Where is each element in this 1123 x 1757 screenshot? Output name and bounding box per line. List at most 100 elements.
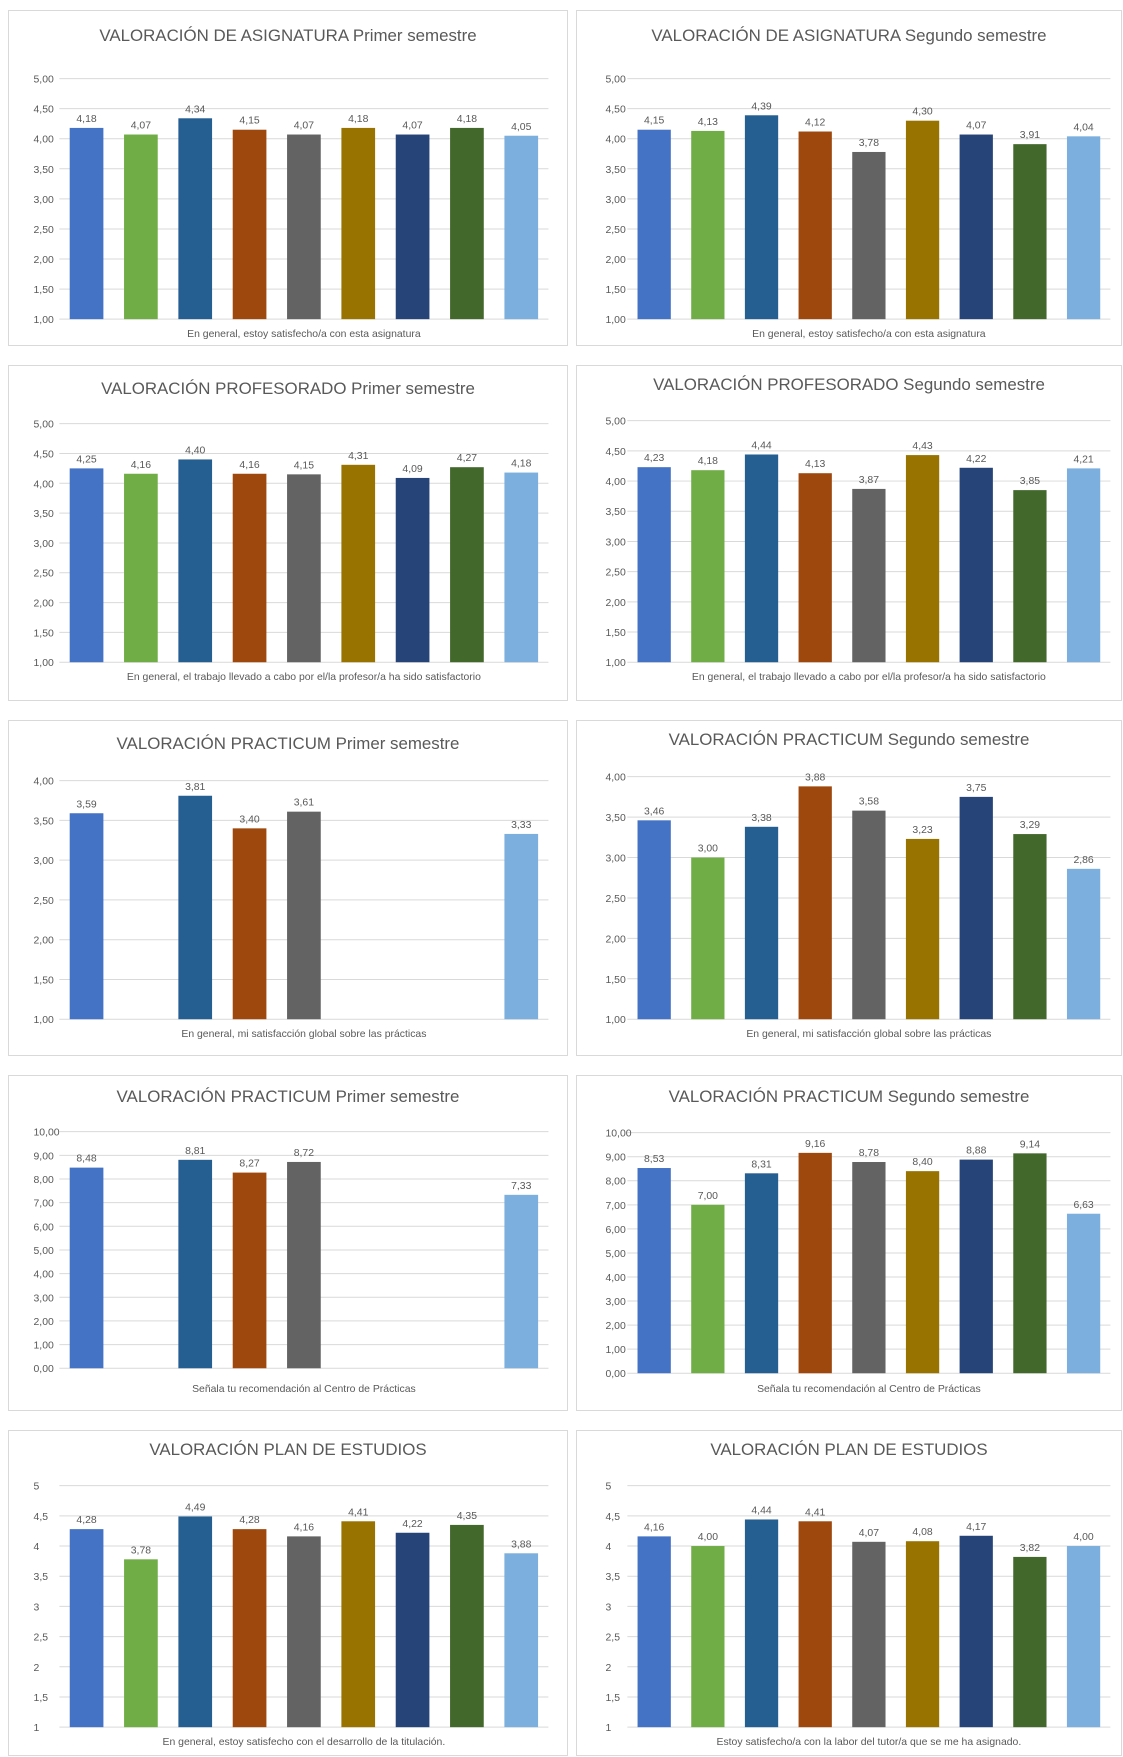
bar-6 xyxy=(905,1171,940,1374)
chart-panel-6: VALORACIÓN PRACTICUM Segundo semestre 1,0… xyxy=(576,720,1122,1056)
data-label: 4,28 xyxy=(76,1515,96,1526)
data-label: 4,16 xyxy=(239,460,259,471)
bar-8 xyxy=(450,1524,484,1728)
y-tick-label: 5 xyxy=(34,1482,40,1493)
y-tick-label: 5,00 xyxy=(34,1246,54,1257)
bar-2 xyxy=(691,1546,725,1728)
bar-5 xyxy=(287,1161,321,1369)
data-label: 3,59 xyxy=(76,799,96,810)
y-tick-label: 4,50 xyxy=(605,105,625,116)
data-label: 8,31 xyxy=(751,1159,771,1170)
bar-4 xyxy=(798,786,832,1020)
bar-4 xyxy=(798,131,832,320)
data-label: 3,61 xyxy=(294,798,314,809)
x-axis-label: Señala tu recomendación al Centro de Prá… xyxy=(192,1384,416,1395)
y-tick-label: 2,00 xyxy=(605,255,625,266)
x-axis-label: Estoy satisfecho/a con la labor del tuto… xyxy=(717,1737,1022,1748)
data-label: 4,22 xyxy=(402,1519,422,1530)
bar-9 xyxy=(504,833,539,1020)
y-tick-label: 1,50 xyxy=(605,975,625,986)
data-label: 4,08 xyxy=(912,1527,932,1538)
y-tick-label: 3,00 xyxy=(34,539,54,550)
data-label: 4,43 xyxy=(912,441,932,452)
y-tick-label: 2,00 xyxy=(34,1317,54,1328)
data-label: 3,75 xyxy=(966,783,986,794)
y-tick-label: 2 xyxy=(34,1663,40,1674)
y-tick-label: 3,50 xyxy=(605,165,625,176)
bar-2 xyxy=(691,857,725,1020)
y-tick-label: 2,50 xyxy=(34,225,54,236)
data-label: 4,18 xyxy=(511,459,531,470)
chart-panel-4: VALORACIÓN PROFESORADO Segundo semestre 1… xyxy=(576,365,1122,701)
data-label: 2,86 xyxy=(1073,855,1093,866)
data-label: 4,31 xyxy=(348,451,368,462)
y-tick-label: 3,5 xyxy=(34,1572,49,1583)
y-tick-label: 4,5 xyxy=(606,1512,621,1523)
y-tick-label: 1,50 xyxy=(34,285,54,296)
data-label: 3,91 xyxy=(1020,130,1040,141)
bar-5 xyxy=(287,1536,321,1728)
data-label: 4,18 xyxy=(698,456,718,467)
y-tick-label: 4 xyxy=(34,1542,40,1553)
data-label: 3,00 xyxy=(698,844,718,855)
data-label: 4,28 xyxy=(239,1515,259,1526)
y-tick-label: 1,50 xyxy=(34,975,54,986)
chart-panel-10: VALORACIÓN PLAN DE ESTUDIOS 1 1,5 2 2,5 3 3,5 4… xyxy=(576,1430,1122,1756)
y-tick-label: 6,00 xyxy=(34,1222,54,1233)
y-tick-label: 7,00 xyxy=(34,1199,54,1210)
chart-panel-3: VALORACIÓN PROFESORADO Primer semestre 1,… xyxy=(8,365,568,701)
data-label: 4,07 xyxy=(402,121,422,132)
chart-svg: VALORACIÓN PROFESORADO Segundo semestre 1… xyxy=(605,375,1111,683)
y-tick-label: 1 xyxy=(606,1723,612,1734)
bar-2 xyxy=(691,1204,725,1374)
bar-8 xyxy=(450,467,484,663)
y-tick-label: 2,50 xyxy=(34,896,54,907)
bar-6 xyxy=(341,1521,376,1728)
y-tick-label: 10,00 xyxy=(605,1129,631,1140)
y-tick-label: 4,00 xyxy=(605,477,625,488)
bar-2 xyxy=(124,473,158,663)
chart-title: VALORACIÓN PLAN DE ESTUDIOS xyxy=(710,1440,987,1459)
bar-9 xyxy=(504,135,539,320)
y-tick-label: 3,50 xyxy=(605,813,625,824)
bar-9 xyxy=(1066,1546,1101,1728)
bar-9 xyxy=(504,472,539,663)
data-label: 4,22 xyxy=(966,454,986,465)
y-tick-label: 4,00 xyxy=(34,479,54,490)
y-tick-label: 1,50 xyxy=(34,628,54,639)
bar-4 xyxy=(798,1521,832,1728)
data-label: 3,33 xyxy=(511,820,531,831)
y-tick-label: 5,00 xyxy=(605,75,625,86)
bar-1 xyxy=(69,1529,104,1728)
data-label: 8,81 xyxy=(185,1146,205,1157)
chart-panel-9: VALORACIÓN PLAN DE ESTUDIOS 1 1,5 2 2,5 3 3,5 4… xyxy=(8,1430,568,1756)
y-tick-label: 2,00 xyxy=(34,936,54,947)
bar-2 xyxy=(124,1559,158,1728)
y-tick-label: 3,00 xyxy=(605,195,625,206)
y-tick-label: 1,00 xyxy=(605,1015,625,1026)
y-tick-label: 4,00 xyxy=(34,135,54,146)
y-tick-label: 5,00 xyxy=(34,420,54,431)
chart-svg: VALORACIÓN PRACTICUM Primer semestre 1,00… xyxy=(34,734,549,1040)
y-tick-label: 4,00 xyxy=(34,1270,54,1281)
bar-4 xyxy=(232,473,267,663)
y-tick-label: 2,50 xyxy=(605,894,625,905)
data-label: 4,40 xyxy=(185,445,205,456)
y-tick-label: 4,00 xyxy=(605,1273,625,1284)
y-tick-label: 3,00 xyxy=(34,1293,54,1304)
chart-svg: VALORACIÓN DE ASIGNATURA Segundo semestr… xyxy=(605,26,1111,340)
bar-3 xyxy=(178,795,213,1020)
bar-3 xyxy=(178,1516,213,1728)
bar-2 xyxy=(691,130,725,320)
y-tick-label: 2,5 xyxy=(606,1633,621,1644)
data-label: 4,18 xyxy=(457,114,477,125)
data-label: 3,87 xyxy=(859,475,879,486)
bar-9 xyxy=(1066,136,1101,320)
y-tick-label: 3 xyxy=(606,1602,612,1613)
data-label: 8,40 xyxy=(912,1157,932,1168)
bar-5 xyxy=(287,474,321,663)
data-label: 7,00 xyxy=(698,1191,718,1202)
bar-1 xyxy=(637,129,671,320)
data-label: 8,53 xyxy=(644,1154,664,1165)
y-tick-label: 3,50 xyxy=(34,816,54,827)
